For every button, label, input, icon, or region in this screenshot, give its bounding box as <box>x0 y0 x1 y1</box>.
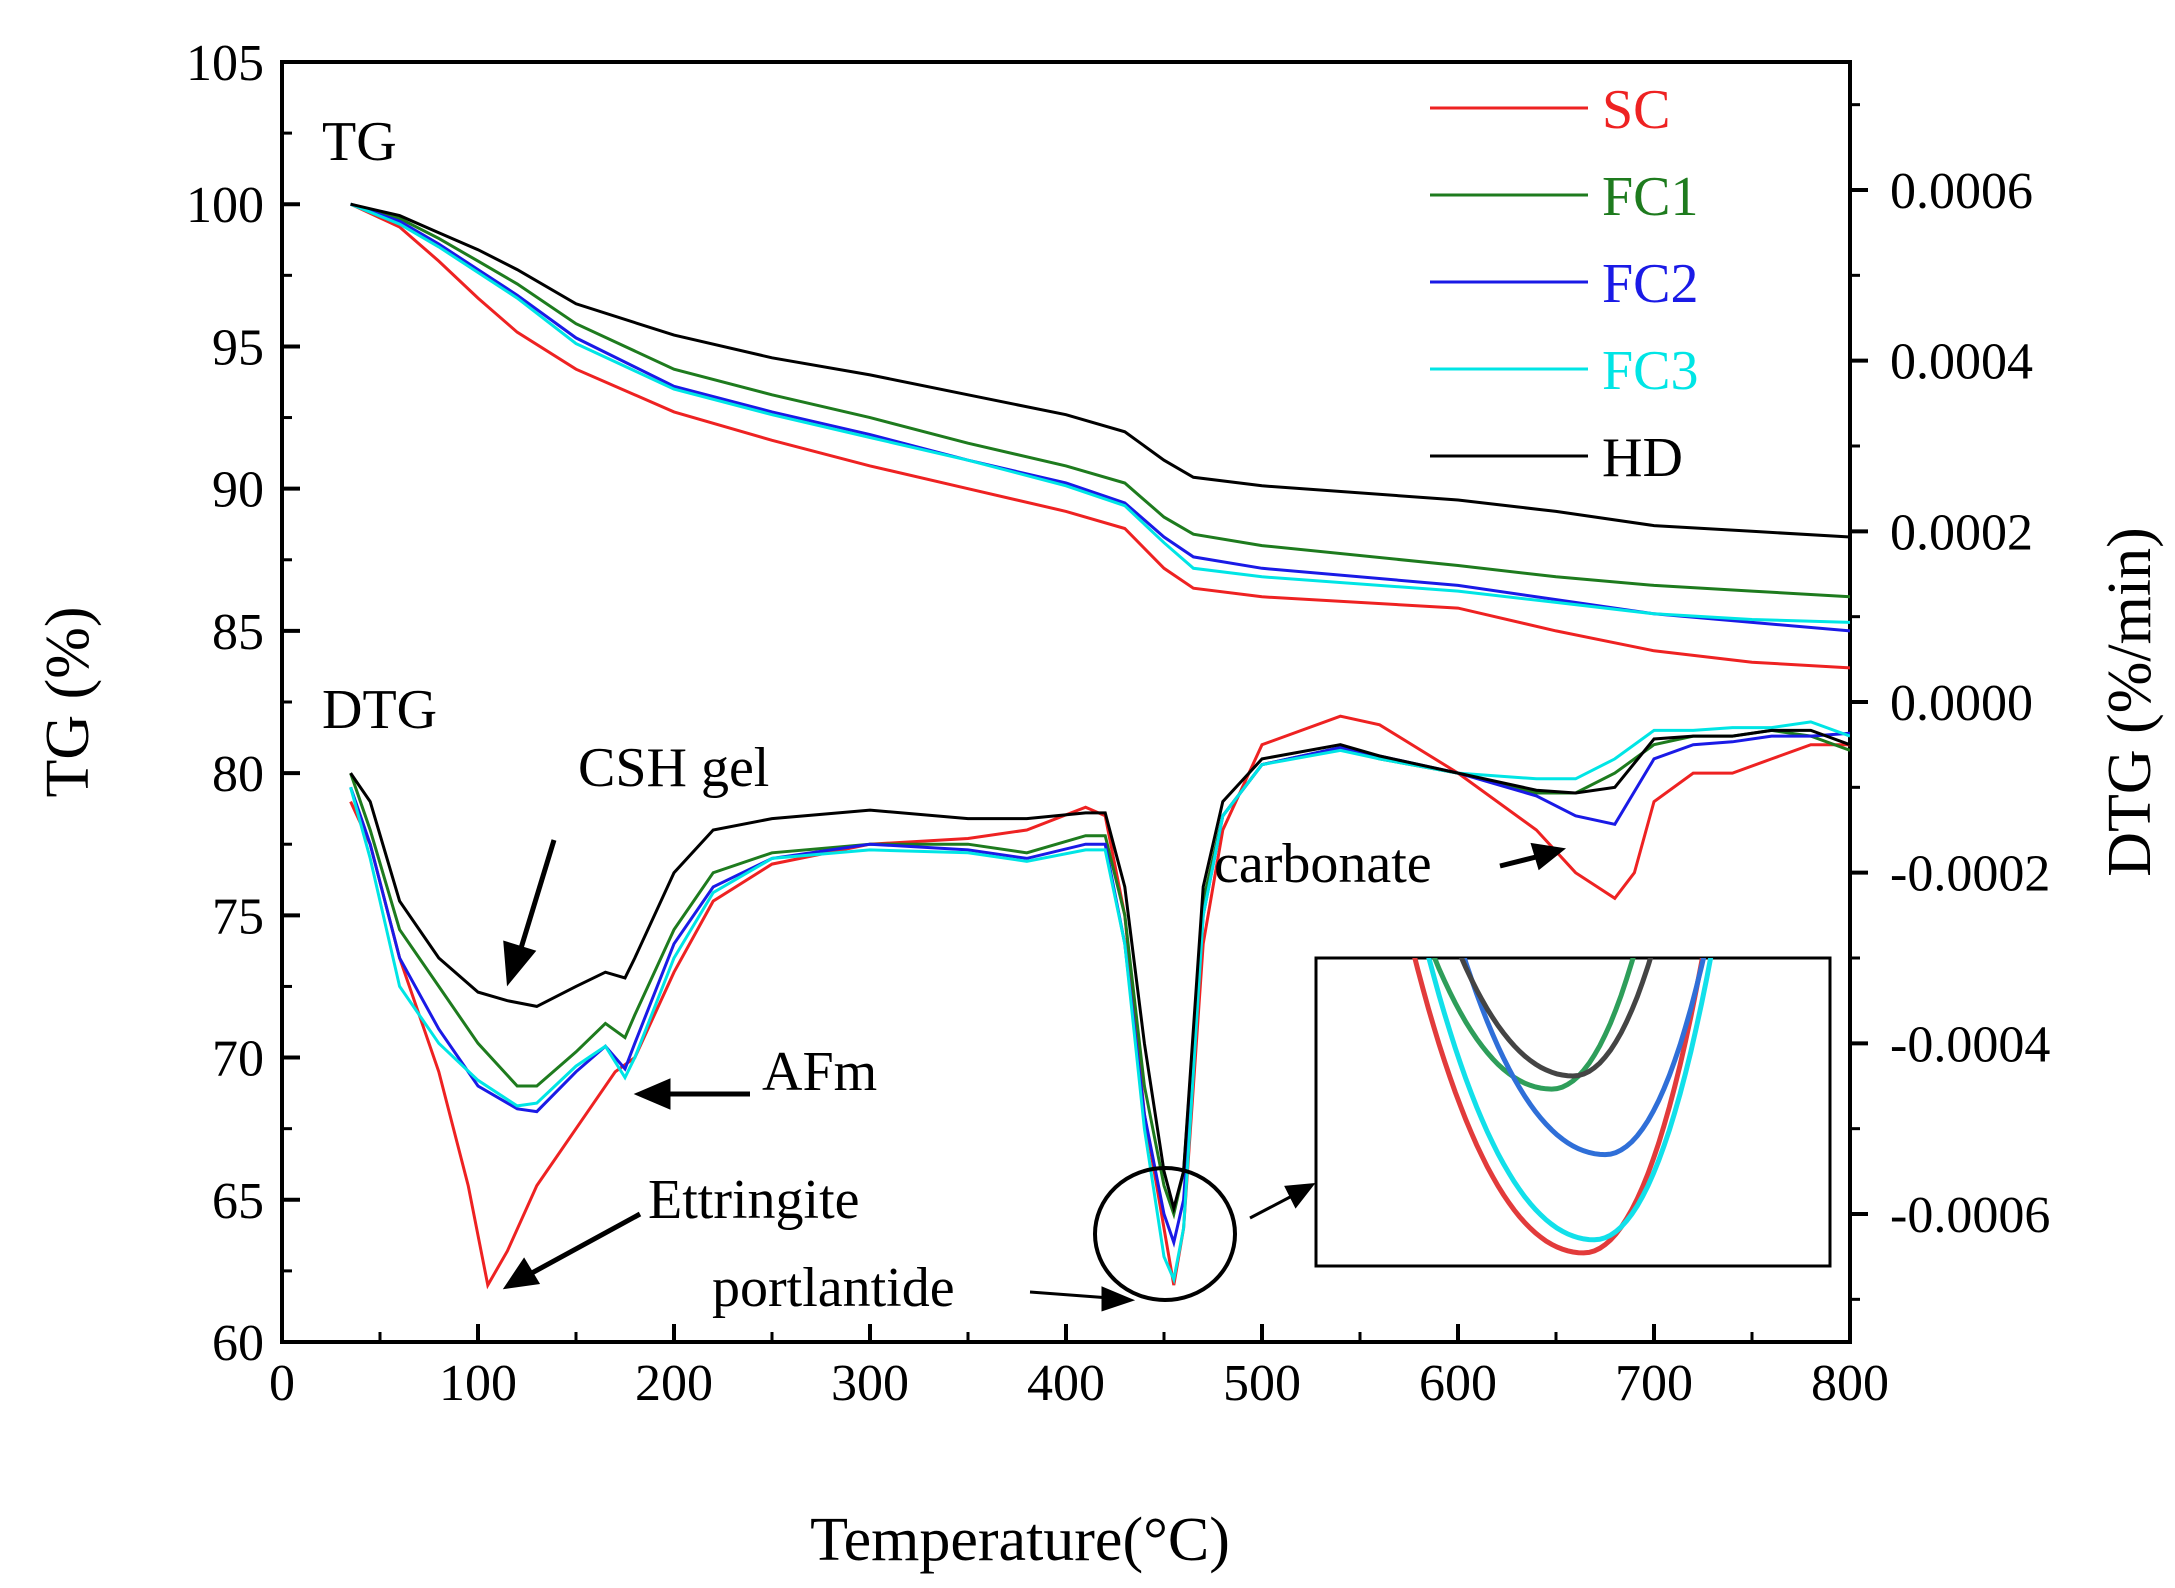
annotation-afm: AFm <box>762 1041 877 1103</box>
annotation-tg: TG <box>322 111 397 173</box>
tg-lines <box>349 202 1850 670</box>
y-axis-right: -0.0006 -0.0004 -0.0002 0.0000 0.0002 0.0004 0… <box>1850 103 2050 1301</box>
y-left-tick-label: 85 <box>212 604 264 661</box>
tg-line-sc <box>349 202 1850 670</box>
y-right-tick-label: 0.0000 <box>1890 675 2033 732</box>
arrow-ettringite <box>528 1211 642 1277</box>
legend-label-sc: SC <box>1602 79 1671 141</box>
inset-line-sc <box>1412 958 1705 1256</box>
y-left-tick-label: 75 <box>212 888 264 945</box>
tg-line-fc1 <box>350 202 1850 599</box>
annotation-ettringite: Ettringite <box>648 1169 860 1231</box>
x-axis-title: Temperature(°C) <box>810 1506 1230 1574</box>
x-tick-label: 300 <box>831 1355 909 1412</box>
tg-line-hd <box>350 202 1850 539</box>
legend-label-fc3: FC3 <box>1602 340 1699 402</box>
y-axis-left-title: TG (%) <box>34 606 102 797</box>
dtg-line-fc3 <box>349 720 1850 1285</box>
arrow-carbonate-head <box>1530 842 1567 871</box>
arrow-ettringite-head <box>502 1257 541 1290</box>
arrow-portlantide <box>1029 1290 1111 1300</box>
x-tick-label: 100 <box>439 1355 517 1412</box>
y-right-tick-label: -0.0004 <box>1890 1016 2050 1073</box>
y-left-tick-label: 100 <box>186 177 264 234</box>
dtg-lines <box>349 714 1850 1290</box>
legend-label-hd: HD <box>1602 427 1683 489</box>
arrow-carbonate <box>1499 853 1541 869</box>
y-right-tick-label: 0.0002 <box>1890 504 2033 561</box>
dtg-line-sc <box>349 714 1850 1290</box>
y-axis-right-title: DTG (%/min) <box>2096 527 2164 877</box>
annotation-portlantide: portlantide <box>712 1257 955 1319</box>
arrow-afm-head <box>633 1078 671 1110</box>
tg-line-fc3 <box>350 202 1850 624</box>
x-tick-label: 0 <box>269 1355 295 1412</box>
y-left-tick-label: 65 <box>212 1173 264 1230</box>
arrow-portlantide-head <box>1101 1286 1136 1312</box>
annotation-csh-gel: CSH gel <box>578 737 769 799</box>
dtg-line-fc1 <box>349 728 1850 1220</box>
y-right-tick-label: 0.0006 <box>1890 163 2033 220</box>
zoom-circle <box>1093 1166 1237 1302</box>
y-left-tick-label: 95 <box>212 319 264 376</box>
x-axis: 0 100 200 300 400 500 600 700 800 <box>269 1324 1889 1412</box>
y-right-tick-label: 0.0004 <box>1890 334 2033 391</box>
x-tick-label: 600 <box>1419 1355 1497 1412</box>
x-tick-label: 500 <box>1223 1355 1301 1412</box>
arrow-inset-head <box>1284 1182 1316 1209</box>
legend-label-fc2: FC2 <box>1602 253 1699 315</box>
arrow-csh-gel <box>515 839 557 959</box>
inset-line-hd <box>1458 958 1654 1079</box>
annotation-arrows <box>502 839 1567 1312</box>
y-left-tick-label: 60 <box>212 1315 264 1372</box>
x-tick-label: 800 <box>1811 1355 1889 1412</box>
y-left-tick-label: 70 <box>212 1031 264 1088</box>
x-tick-label: 700 <box>1615 1355 1693 1412</box>
legend: SC FC1 FC2 FC3 HD <box>1430 79 1699 489</box>
y-left-tick-label: 80 <box>212 746 264 803</box>
inset-lines <box>1412 958 1714 1256</box>
arrow-csh-gel-head <box>503 940 537 987</box>
arrow-inset <box>1249 1194 1293 1220</box>
y-left-tick-label: 90 <box>212 462 264 519</box>
x-tick-label: 200 <box>635 1355 713 1412</box>
inset-line-fc2 <box>1461 958 1707 1158</box>
x-tick-label: 400 <box>1027 1355 1105 1412</box>
y-right-tick-label: -0.0002 <box>1890 846 2050 903</box>
inset-frame <box>1314 956 1832 1268</box>
annotation-carbonate: carbonate <box>1214 833 1432 895</box>
annotation-dtg: DTG <box>322 679 437 741</box>
y-axis-left: 60 65 70 75 80 85 90 95 100 105 <box>186 35 300 1372</box>
y-right-tick-label: -0.0006 <box>1890 1187 2050 1244</box>
y-left-tick-label: 105 <box>186 35 264 92</box>
inset-line-fc1 <box>1431 958 1636 1092</box>
dtg-line-hd <box>349 728 1850 1215</box>
legend-label-fc1: FC1 <box>1602 166 1699 228</box>
inset-line-fc3 <box>1426 958 1714 1243</box>
